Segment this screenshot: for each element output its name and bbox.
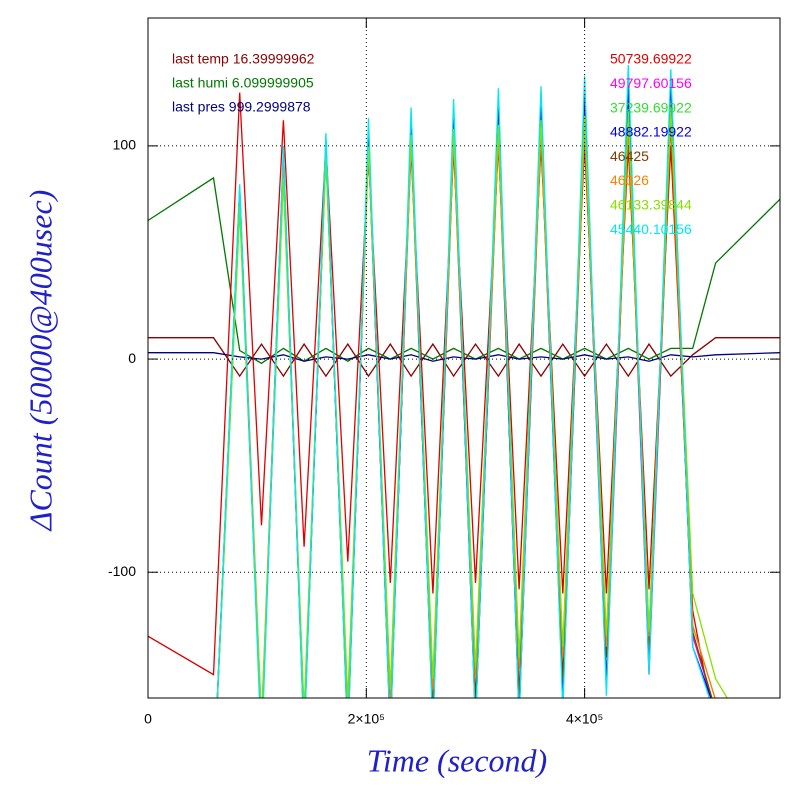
legend-label: 50739.69922 — [610, 51, 692, 67]
legend-label: last pres 999.2999878 — [172, 99, 311, 115]
x-axis-title: Time (second) — [367, 742, 547, 778]
legend-label: 49797.60156 — [610, 75, 692, 91]
y-tick-label: 100 — [113, 137, 137, 153]
series-line — [148, 92, 710, 698]
x-tick-label: 2×10⁵ — [348, 711, 385, 727]
x-tick-label: 4×10⁵ — [566, 711, 603, 727]
legend-label: 46133.39844 — [610, 197, 692, 213]
legend-label: 37239.69922 — [610, 99, 692, 115]
plot-lines — [148, 64, 780, 698]
legend-label: 45440.10156 — [610, 221, 692, 237]
y-tick-label: 0 — [128, 350, 136, 366]
series-line — [216, 64, 711, 698]
legend-label: 46425 — [610, 148, 649, 164]
plot-frame — [147, 17, 781, 699]
legend-label: last temp 16.39999962 — [172, 51, 315, 67]
y-tick-label: -100 — [108, 563, 136, 579]
legend-label: 48882.19922 — [610, 124, 692, 140]
x-tick-label: 0 — [144, 711, 152, 727]
y-axis-title: ΔCount (50000@400usec) — [22, 190, 58, 533]
legend-label: 46326 — [610, 172, 649, 188]
legend-label: last humi 6.099999905 — [172, 75, 314, 91]
